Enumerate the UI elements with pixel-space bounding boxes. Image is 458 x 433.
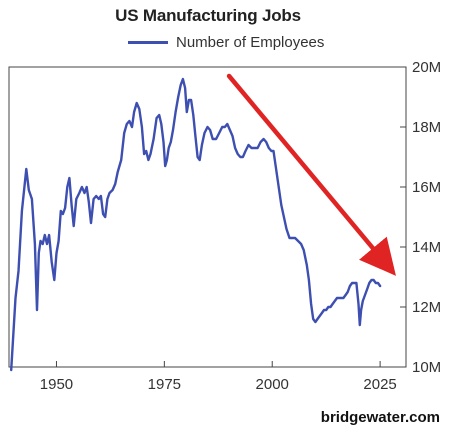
x-tick-label: 1975 [148, 376, 181, 393]
legend-label: Number of Employees [176, 33, 325, 51]
x-tick-label: 2025 [363, 376, 396, 393]
y-tick-label: 10M [412, 359, 441, 376]
y-tick-label: 16M [412, 179, 441, 196]
series-line-number-of-employees [9, 77, 382, 372]
x-tick-label: 1950 [40, 376, 73, 393]
x-axis: 1950 1975 2000 2025 [40, 361, 397, 393]
y-tick-label: 20M [412, 59, 441, 76]
source-watermark: bridgewater.com [320, 409, 440, 426]
y-tick-label: 18M [412, 119, 441, 136]
x-tick-label: 2000 [256, 376, 289, 393]
plot-frame [8, 66, 407, 368]
y-tick-label: 14M [412, 239, 441, 256]
legend-swatch [128, 40, 168, 44]
downward-trend-arrow [226, 73, 396, 276]
chart-title: US Manufacturing Jobs [115, 6, 301, 25]
legend: Number of Employees [128, 33, 324, 51]
y-tick-label: 12M [412, 299, 441, 316]
y-axis: 10M 12M 14M 16M 18M 20M [400, 59, 441, 376]
